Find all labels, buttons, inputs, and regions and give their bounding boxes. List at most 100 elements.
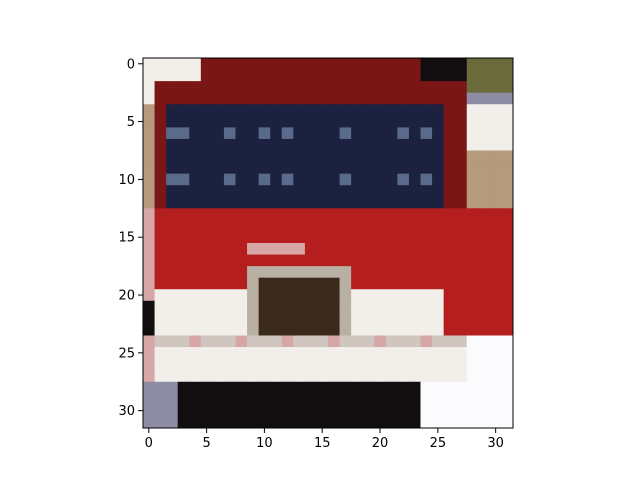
pixel xyxy=(247,254,260,267)
pixel xyxy=(455,335,468,348)
pixel xyxy=(270,300,283,313)
pixel xyxy=(432,243,445,256)
pixel xyxy=(247,335,260,348)
pixel xyxy=(247,81,260,94)
pixel xyxy=(455,347,468,360)
pixel xyxy=(166,208,179,221)
pixel xyxy=(200,196,213,209)
pixel xyxy=(385,173,398,186)
pixel xyxy=(489,243,502,256)
pixel xyxy=(177,347,190,360)
pixel xyxy=(154,104,167,117)
pixel xyxy=(189,312,202,325)
pixel xyxy=(189,370,202,383)
pixel xyxy=(212,289,225,302)
pixel xyxy=(177,104,190,117)
pixel xyxy=(466,115,479,128)
pixel xyxy=(478,277,491,290)
pixel xyxy=(432,312,445,325)
pixel xyxy=(177,185,190,198)
pixel xyxy=(478,162,491,175)
pixel xyxy=(501,323,514,336)
pixel xyxy=(316,81,329,94)
pixel xyxy=(466,231,479,244)
pixel xyxy=(316,370,329,383)
pixel xyxy=(212,185,225,198)
pixel xyxy=(328,92,341,105)
pixel xyxy=(351,173,364,186)
pixel xyxy=(235,254,248,267)
pixel xyxy=(374,104,387,117)
x-tick-label: 15 xyxy=(314,436,331,451)
pixel xyxy=(223,347,236,360)
pixel xyxy=(200,358,213,371)
pixel xyxy=(247,323,260,336)
pixel xyxy=(247,115,260,128)
pixel xyxy=(466,312,479,325)
pixel xyxy=(143,358,156,371)
pixel xyxy=(328,312,341,325)
pixel xyxy=(501,208,514,221)
pixel xyxy=(501,404,514,417)
pixel xyxy=(258,393,271,406)
pixel xyxy=(478,370,491,383)
pixel xyxy=(166,393,179,406)
pixel xyxy=(304,162,317,175)
pixel xyxy=(235,243,248,256)
pixel xyxy=(328,81,341,94)
pixel xyxy=(281,416,294,429)
pixel xyxy=(316,173,329,186)
pixel xyxy=(177,289,190,302)
pixel xyxy=(362,219,375,232)
pixel xyxy=(258,358,271,371)
pixel xyxy=(177,173,190,186)
pixel xyxy=(328,69,341,82)
pixel xyxy=(270,289,283,302)
pixel xyxy=(466,150,479,163)
pixel xyxy=(258,69,271,82)
pixel xyxy=(397,323,410,336)
pixel xyxy=(455,277,468,290)
pixel xyxy=(362,69,375,82)
pixel xyxy=(247,347,260,360)
pixel xyxy=(432,69,445,82)
pixel xyxy=(212,208,225,221)
pixel xyxy=(339,173,352,186)
pixel xyxy=(489,58,502,71)
pixel xyxy=(374,127,387,140)
pixel xyxy=(143,138,156,151)
pixel xyxy=(374,138,387,151)
pixel xyxy=(304,381,317,394)
pixel xyxy=(466,138,479,151)
pixel xyxy=(478,104,491,117)
pixel xyxy=(478,266,491,279)
pixel xyxy=(212,243,225,256)
pixel xyxy=(466,404,479,417)
pixel xyxy=(351,162,364,175)
pixel xyxy=(432,266,445,279)
pixel xyxy=(235,231,248,244)
pixel xyxy=(489,196,502,209)
x-tick-label: 25 xyxy=(430,436,447,451)
pixel xyxy=(328,58,341,71)
pixel xyxy=(455,196,468,209)
pixel xyxy=(351,347,364,360)
pixel xyxy=(362,173,375,186)
pixel xyxy=(443,208,456,221)
pixel xyxy=(258,185,271,198)
pixel xyxy=(420,150,433,163)
pixel xyxy=(154,381,167,394)
pixel xyxy=(455,312,468,325)
pixel xyxy=(154,370,167,383)
pixel xyxy=(351,81,364,94)
pixel xyxy=(385,138,398,151)
pixel xyxy=(408,335,421,348)
pixel xyxy=(339,115,352,128)
pixel xyxy=(177,208,190,221)
pixel xyxy=(235,289,248,302)
pixel xyxy=(420,81,433,94)
pixel xyxy=(351,416,364,429)
pixel xyxy=(328,208,341,221)
pixel xyxy=(166,254,179,267)
pixel xyxy=(489,312,502,325)
